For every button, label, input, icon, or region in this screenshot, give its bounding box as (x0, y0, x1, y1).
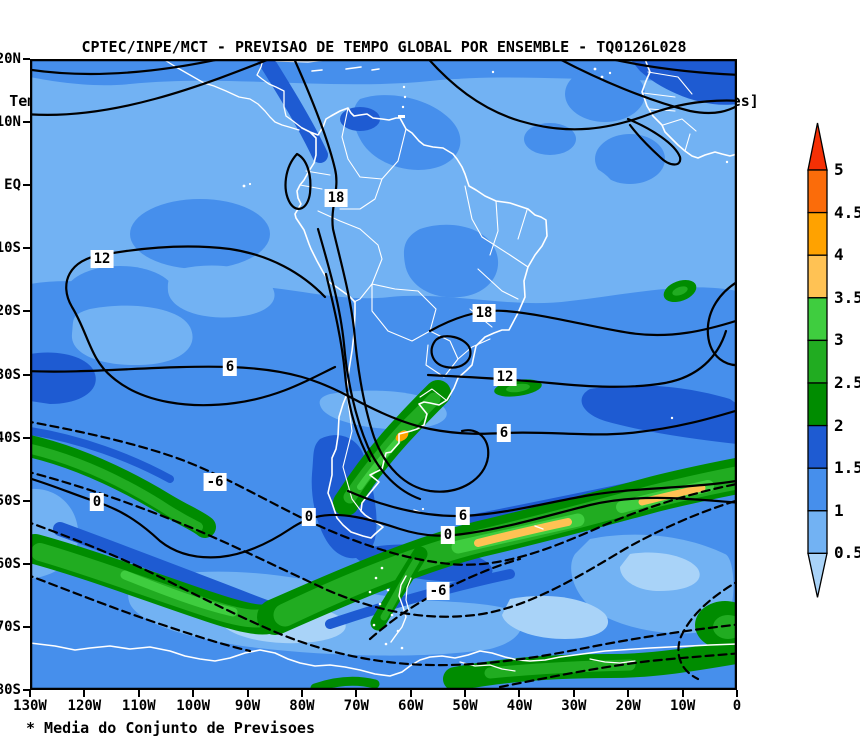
colorbar-tick-label: 2.5 (834, 373, 860, 392)
colorbar-segment (807, 169, 828, 214)
title-line-1: CPTEC/INPE/MCT - PREVISAO DE TEMPO GLOBA… (81, 38, 687, 56)
lon-tick-label: 110W (121, 698, 156, 714)
lat-tick (23, 247, 30, 250)
lat-tick-label: 20N (0, 51, 21, 67)
lat-tick-label: 80S (0, 682, 21, 698)
colorbar-segment (807, 510, 828, 555)
lat-tick-label: 10N (0, 114, 21, 131)
colorbar-segment (807, 254, 828, 299)
lat-tick (23, 121, 30, 124)
colorbar-tick-label: 2 (834, 415, 844, 435)
colorbar-tick-label: 0.5 (834, 543, 860, 563)
lon-tick-label: 120W (67, 698, 102, 714)
contour-label: 18 (472, 304, 496, 322)
lon-tick-label: 10W (669, 698, 696, 714)
lon-tick-label: 30W (561, 698, 587, 714)
lat-tick (23, 625, 30, 628)
contour-label-layer: 18 12 18 12 6 6 -6 0 0 6 0 -6 (30, 59, 737, 690)
lon-tick (83, 690, 86, 697)
lon-tick (627, 690, 630, 697)
contour-label: 6 (455, 507, 471, 525)
colorbar-graphic (807, 122, 828, 598)
lon-tick-label: 0 (732, 698, 742, 714)
lon-tick (355, 690, 358, 697)
lat-tick-label: 60S (0, 555, 21, 572)
contour-label: 6 (496, 424, 512, 442)
lat-tick (23, 499, 30, 502)
colorbar-segment (807, 211, 828, 256)
lon-tick (681, 690, 684, 697)
colorbar-tick-label: 4 (834, 245, 844, 265)
coastlines (30, 59, 737, 677)
map-canvas (30, 59, 737, 690)
lon-tick (572, 690, 575, 697)
lat-tick-label: 10S (0, 240, 21, 257)
lat-tick-label: EQ (4, 177, 21, 194)
lon-tick-label: 90W (234, 698, 261, 714)
lon-tick (246, 690, 249, 697)
lat-tick (23, 436, 30, 439)
lon-tick (192, 690, 195, 697)
colorbar-tick-label: 5 (834, 160, 844, 179)
lat-tick-label: 40S (0, 429, 21, 446)
colorbar-segment (807, 424, 828, 469)
lon-tick-label: 50W (452, 698, 478, 714)
contour-label: 12 (90, 250, 114, 268)
lon-tick (409, 690, 412, 697)
colorbar-segment (807, 339, 828, 384)
lon-tick-label: 60W (398, 698, 424, 714)
lon-tick-label: 40W (506, 698, 533, 714)
lat-tick-label: 50S (0, 492, 21, 509)
lon-tick-label: 70W (343, 698, 369, 714)
colorbar-segment (807, 122, 828, 171)
lon-tick (464, 690, 467, 697)
lat-tick (23, 184, 30, 187)
lon-tick-label: 130W (13, 698, 47, 714)
contour-label: 0 (89, 493, 105, 511)
colorbar-segment (807, 297, 828, 342)
lat-tick-label: 20S (0, 303, 21, 320)
lon-tick (300, 690, 303, 697)
temperature-contours (30, 59, 737, 689)
contour-label: -6 (203, 473, 227, 491)
contour-label: 6 (222, 358, 238, 376)
contour-label: 0 (440, 526, 456, 544)
contour-label: -6 (426, 582, 450, 600)
lon-tick-label: 20W (615, 698, 641, 714)
footnote: * Media do Conjunto de Previsoes (26, 719, 315, 737)
colorbar-tick-label: 1.5 (834, 458, 860, 478)
lon-tick-label: 80W (289, 698, 315, 714)
lon-tick (29, 690, 31, 697)
contour-label: 12 (493, 368, 517, 386)
colorbar-segment (807, 467, 828, 512)
lon-tick-label: 100W (176, 698, 210, 714)
lat-tick (23, 310, 30, 313)
colorbar-segment (807, 552, 828, 598)
spread-shading (30, 59, 737, 690)
colorbar-tick-label: 3.5 (834, 287, 860, 307)
lon-tick (518, 690, 521, 697)
lat-tick-label: 30S (0, 366, 21, 383)
lat-tick-label: 70S (0, 618, 21, 635)
colorbar-tick-label: 4.5 (834, 202, 860, 222)
lat-tick (23, 373, 30, 376)
lon-tick (736, 690, 738, 697)
contour-label: 18 (324, 189, 348, 207)
colorbar-segment (807, 382, 828, 427)
lat-tick (23, 689, 30, 691)
contour-label: 0 (301, 508, 317, 526)
lat-tick (23, 562, 30, 565)
map-border (30, 59, 737, 690)
lat-tick (23, 58, 30, 60)
colorbar-tick-label: 1 (834, 500, 844, 520)
lon-tick (137, 690, 140, 697)
colorbar-tick-label: 3 (834, 330, 844, 350)
map-plot-area: 18 12 18 12 6 6 -6 0 0 6 0 -6 (30, 59, 737, 690)
